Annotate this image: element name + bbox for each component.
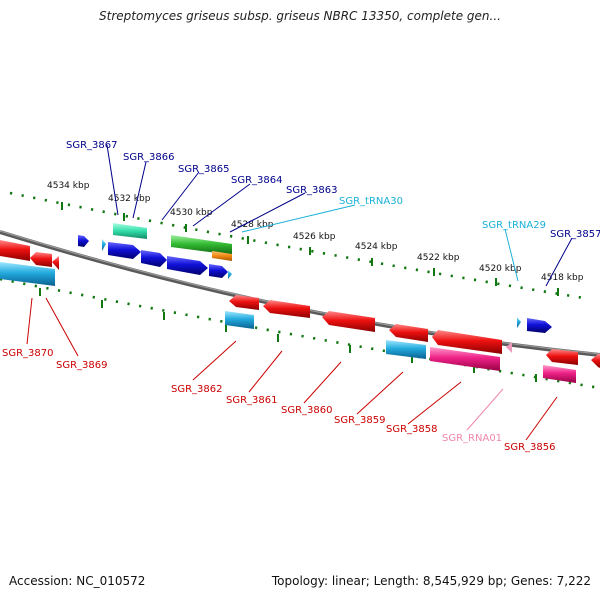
genome-summary-text: Topology: linear; Length: 8,545,929 bp; … [271, 574, 591, 588]
gene-arrow-tRNA[interactable] [228, 270, 232, 279]
kbp-label: 4528 kbp [231, 220, 274, 230]
upper-ruler [9, 191, 591, 301]
gene-arrow-tRNA[interactable] [102, 239, 106, 251]
gene-arrow-forward[interactable] [209, 264, 228, 278]
kbp-label: 4532 kbp [108, 194, 151, 204]
gene-label[interactable]: SGR_tRNA30 [339, 196, 403, 207]
gene-arrow-reverse[interactable] [229, 295, 259, 310]
gene-arrow-magenta[interactable] [430, 347, 500, 371]
gene-label[interactable]: SGR_3869 [56, 360, 108, 371]
kbp-label: 4534 kbp [47, 181, 90, 191]
gene-label[interactable]: SGR_3860 [281, 405, 333, 416]
gene-label[interactable]: SGR_3870 [2, 348, 54, 359]
gene-label[interactable]: SGR_3858 [386, 424, 438, 435]
kbp-label: 4518 kbp [541, 273, 584, 283]
gene-arrow-forward[interactable] [141, 250, 167, 267]
gene-label[interactable]: SGR_3867 [66, 140, 118, 151]
gene-label[interactable]: SGR_3859 [334, 415, 386, 426]
gene-label[interactable]: SGR_3865 [178, 164, 230, 175]
forward-genes [78, 223, 552, 333]
accession-text: Accession: NC_010572 [9, 574, 146, 588]
lower-ruler [0, 277, 600, 390]
gene-arrow-reverse[interactable] [591, 354, 600, 368]
gene-label[interactable]: SGR_3861 [226, 395, 278, 406]
gene-arrow-reverse[interactable] [432, 330, 502, 354]
gene-arrow-rna[interactable] [506, 342, 512, 353]
gene-arrow-forward[interactable] [78, 235, 89, 247]
gene-arrow-cyan[interactable] [386, 340, 426, 359]
gene-arrow-reverse[interactable] [0, 240, 30, 261]
reverse-genes [0, 240, 600, 383]
gene-arrow-tRNA[interactable] [517, 317, 521, 328]
bottom-leader-lines [26, 297, 558, 441]
page-title: Streptomyces griseus subsp. griseus NBRC… [99, 9, 501, 23]
gene-arrow-forward[interactable] [108, 242, 141, 259]
gene-arrow-forward[interactable] [167, 256, 208, 275]
gene-arrow-reverse[interactable] [546, 349, 578, 365]
gene-label[interactable]: SGR_3857 [550, 229, 600, 240]
gene-arrow-teal[interactable] [113, 223, 147, 239]
gene-arrow-green[interactable] [171, 235, 232, 255]
gene-label[interactable]: SGR_3863 [286, 185, 338, 196]
gene-arrow-forward[interactable] [527, 318, 552, 333]
gene-arrow-reverse[interactable] [52, 256, 59, 270]
kbp-label: 4524 kbp [355, 242, 398, 252]
gene-arrow-magenta[interactable] [543, 365, 576, 383]
gene-arrow-orange[interactable] [212, 251, 232, 261]
gene-label[interactable]: SGR_RNA01 [442, 433, 502, 444]
gene-arrow-reverse[interactable] [30, 252, 52, 267]
gene-label[interactable]: SGR_3866 [123, 152, 175, 163]
gene-label[interactable]: SGR_3862 [171, 384, 223, 395]
kbp-label: 4520 kbp [479, 264, 522, 274]
gene-arrow-cyan[interactable] [0, 262, 55, 286]
kbp-label: 4530 kbp [170, 208, 213, 218]
gene-arrow-reverse[interactable] [263, 300, 310, 318]
gene-arrow-cyan[interactable] [225, 311, 254, 329]
kbp-label: 4522 kbp [417, 253, 460, 263]
top-leader-lines [106, 144, 573, 287]
gene-arrow-reverse[interactable] [322, 311, 375, 332]
gene-label[interactable]: SGR_3856 [504, 442, 556, 453]
gene-label[interactable]: SGR_tRNA29 [482, 220, 546, 231]
gene-arrow-reverse[interactable] [389, 324, 428, 342]
kbp-label: 4526 kbp [293, 232, 336, 242]
gene-label[interactable]: SGR_3864 [231, 175, 283, 186]
